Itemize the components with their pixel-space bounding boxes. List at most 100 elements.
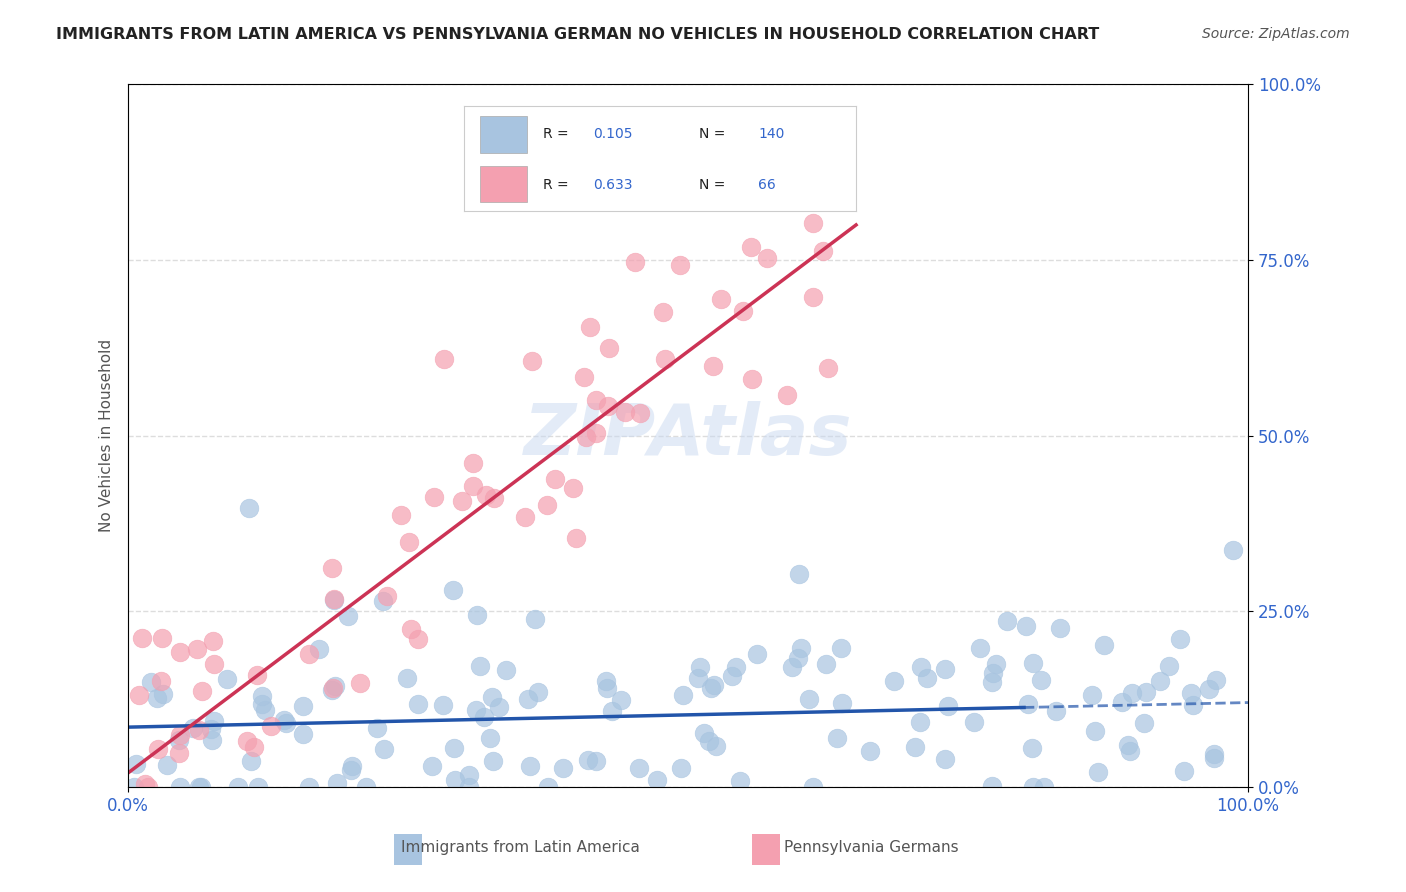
Point	[1092, 638, 1115, 652]
Point	[693, 725, 716, 739]
Point	[813, 244, 835, 259]
Point	[190, 780, 212, 794]
Point	[201, 733, 224, 747]
Point	[669, 761, 692, 775]
Text: Immigrants from Latin America: Immigrants from Latin America	[401, 840, 640, 855]
Point	[125, 757, 148, 772]
Point	[721, 668, 744, 682]
Point	[686, 671, 709, 685]
Point	[1205, 673, 1227, 688]
Point	[375, 589, 398, 603]
Point	[420, 759, 443, 773]
Point	[1135, 684, 1157, 698]
Point	[1202, 751, 1225, 765]
Point	[803, 290, 825, 304]
Point	[152, 687, 174, 701]
Point	[524, 612, 547, 626]
Point	[963, 714, 986, 729]
Point	[202, 657, 225, 672]
Point	[1084, 724, 1107, 739]
Point	[366, 721, 388, 735]
Point	[780, 660, 803, 674]
Point	[1180, 686, 1202, 700]
Point	[801, 216, 824, 230]
Point	[134, 777, 156, 791]
Point	[238, 500, 260, 515]
Point	[1204, 747, 1226, 762]
Point	[724, 660, 747, 674]
Point	[406, 698, 429, 712]
Point	[572, 370, 595, 384]
Point	[1017, 697, 1039, 711]
Point	[354, 780, 377, 794]
Point	[339, 764, 361, 778]
Point	[336, 608, 359, 623]
Point	[830, 640, 852, 655]
Point	[481, 690, 503, 705]
Point	[240, 754, 263, 768]
Point	[475, 488, 498, 502]
Point	[733, 304, 755, 318]
Point	[543, 472, 565, 486]
Point	[321, 682, 343, 697]
Point	[776, 388, 799, 402]
Point	[614, 405, 637, 419]
Point	[169, 780, 191, 794]
Point	[598, 341, 620, 355]
Text: ZIPAtlas: ZIPAtlas	[524, 401, 852, 470]
Point	[515, 509, 537, 524]
Point	[1087, 764, 1109, 779]
Point	[291, 727, 314, 741]
Point	[704, 739, 727, 753]
Point	[797, 692, 820, 706]
Point	[1149, 674, 1171, 689]
Point	[146, 741, 169, 756]
Point	[481, 755, 503, 769]
Point	[495, 663, 517, 677]
Point	[326, 776, 349, 790]
Text: Pennsylvania Germans: Pennsylvania Germans	[785, 840, 959, 855]
Point	[595, 673, 617, 688]
Point	[188, 780, 211, 794]
Point	[190, 684, 212, 698]
Point	[527, 684, 550, 698]
Point	[745, 647, 768, 661]
Point	[1198, 681, 1220, 696]
Point	[131, 632, 153, 646]
Point	[124, 780, 146, 794]
Point	[322, 681, 344, 695]
Point	[1222, 543, 1244, 558]
Point	[1116, 739, 1139, 753]
Point	[398, 534, 420, 549]
Point	[815, 657, 838, 671]
Point	[201, 633, 224, 648]
Point	[859, 744, 882, 758]
Text: Source: ZipAtlas.com: Source: ZipAtlas.com	[1202, 27, 1350, 41]
Point	[516, 692, 538, 706]
Point	[980, 674, 1002, 689]
Point	[321, 561, 343, 575]
Point	[699, 681, 721, 695]
Point	[422, 490, 444, 504]
Point	[250, 697, 273, 711]
Point	[349, 675, 371, 690]
Point	[553, 760, 575, 774]
Point	[408, 632, 430, 647]
Point	[883, 673, 905, 688]
Point	[997, 614, 1019, 628]
Point	[934, 752, 956, 766]
Point	[1015, 618, 1038, 632]
Point	[399, 623, 422, 637]
Point	[654, 351, 676, 366]
Point	[579, 320, 602, 334]
Point	[934, 662, 956, 676]
Point	[1121, 686, 1143, 700]
Point	[689, 659, 711, 673]
Point	[904, 739, 927, 754]
Point	[373, 594, 395, 608]
Point	[787, 567, 810, 582]
Point	[150, 674, 173, 689]
Point	[217, 672, 239, 686]
Point	[1021, 741, 1043, 756]
Point	[243, 739, 266, 754]
